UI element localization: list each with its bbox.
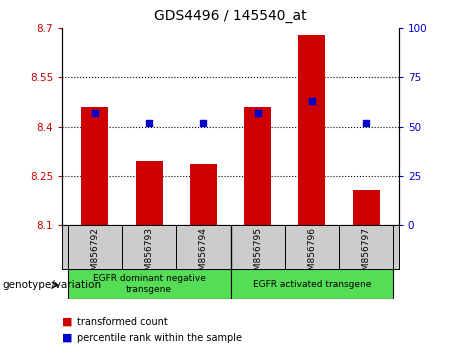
Bar — [230, 225, 285, 269]
Bar — [176, 225, 230, 269]
Point — [362, 120, 370, 125]
Text: GSM856796: GSM856796 — [307, 227, 316, 282]
Text: percentile rank within the sample: percentile rank within the sample — [77, 333, 242, 343]
Point — [308, 98, 316, 104]
Text: GSM856795: GSM856795 — [253, 227, 262, 282]
Text: GSM856793: GSM856793 — [145, 227, 154, 282]
Bar — [244, 107, 271, 225]
Bar — [353, 190, 380, 225]
Bar — [190, 164, 217, 225]
Point — [254, 110, 261, 116]
Text: GSM856794: GSM856794 — [199, 227, 208, 282]
Text: GDS4496 / 145540_at: GDS4496 / 145540_at — [154, 9, 307, 23]
Text: GSM856792: GSM856792 — [90, 227, 99, 282]
Point — [200, 120, 207, 125]
Text: GSM856797: GSM856797 — [362, 227, 371, 282]
Text: EGFR dominant negative
transgene: EGFR dominant negative transgene — [93, 274, 206, 294]
Bar — [68, 269, 230, 299]
Bar — [298, 35, 325, 225]
Bar — [122, 225, 176, 269]
Text: genotype/variation: genotype/variation — [2, 280, 101, 290]
Text: ■: ■ — [62, 333, 73, 343]
Point — [91, 110, 99, 116]
Text: EGFR activated transgene: EGFR activated transgene — [253, 280, 371, 289]
Text: transformed count: transformed count — [77, 317, 168, 327]
Bar — [230, 269, 393, 299]
Text: ■: ■ — [62, 317, 73, 327]
Bar — [81, 107, 108, 225]
Point — [145, 120, 153, 125]
Bar — [285, 225, 339, 269]
Bar — [339, 225, 393, 269]
Bar — [68, 225, 122, 269]
Bar — [136, 161, 163, 225]
